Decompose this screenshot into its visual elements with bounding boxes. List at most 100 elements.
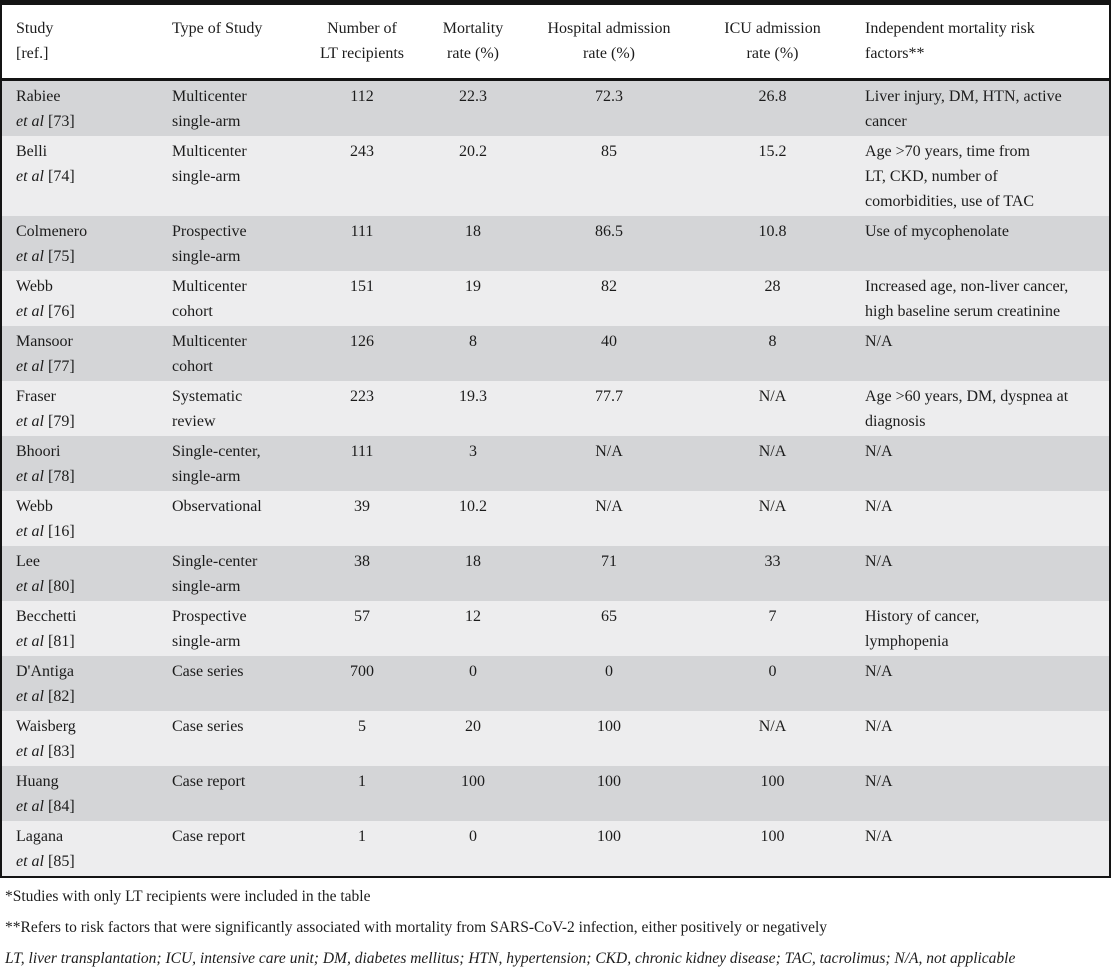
risk-factors-cell: N/A	[865, 443, 893, 460]
hospital-cell: 71	[601, 553, 617, 570]
recipients-cell: 111	[350, 443, 374, 460]
study-type-cell: Observational	[172, 498, 262, 515]
table-row: Webb et al [16] Observational 39 10.2 N/…	[2, 491, 1109, 546]
study-type-cell: Single-center, single-arm	[172, 443, 261, 485]
study-cell: Huang et al [84]	[2, 766, 158, 821]
hospital-cell: 100	[597, 718, 621, 735]
table-header-row: Study [ref.] Type of Study Number of LT …	[2, 5, 1109, 81]
mortality-cell: 19.3	[459, 388, 487, 405]
lt-studies-table: Study [ref.] Type of Study Number of LT …	[2, 5, 1109, 876]
hospital-cell: 85	[601, 143, 617, 160]
study-type-cell: Case report	[172, 828, 246, 845]
header-hospital-admission-rate: Hospital admission rate (%)	[523, 5, 695, 81]
recipients-cell: 38	[354, 553, 370, 570]
study-ref: et al [81]	[16, 629, 152, 654]
table-footnotes: *Studies with only LT recipients were in…	[0, 878, 1111, 969]
ref-number: [84]	[48, 798, 75, 815]
ref-number: [81]	[48, 633, 75, 650]
icu-cell: 100	[760, 773, 785, 790]
study-cell: Becchetti et al [81]	[2, 601, 158, 656]
study-type-cell: Systematic review	[172, 388, 243, 430]
mortality-cell: 0	[469, 828, 477, 845]
ref-number: [83]	[48, 743, 75, 760]
risk-factors-cell: N/A	[865, 828, 893, 845]
icu-cell: 10.8	[758, 223, 787, 240]
study-cell: Mansoor et al [77]	[2, 326, 158, 381]
hospital-cell: N/A	[595, 498, 623, 515]
ref-number: [75]	[48, 248, 75, 265]
study-type-cell: Case report	[172, 773, 246, 790]
study-ref: et al [79]	[16, 409, 152, 434]
study-ref: et al [84]	[16, 794, 152, 819]
header-mortality-rate: Mortality rate (%)	[423, 5, 523, 81]
icu-cell: N/A	[758, 498, 787, 515]
hospital-cell: 86.5	[595, 223, 623, 240]
mortality-cell: 3	[469, 443, 477, 460]
mortality-cell: 19	[465, 278, 481, 295]
table-row: Huang et al [84] Case report 1 100 100 1…	[2, 766, 1109, 821]
study-cell: Webb et al [16]	[2, 491, 158, 546]
et-al: et al	[16, 468, 44, 485]
risk-factors-cell: N/A	[865, 333, 893, 350]
ref-number: [78]	[48, 468, 75, 485]
study-name: Mansoor	[16, 333, 73, 350]
study-cell: Fraser et al [79]	[2, 381, 158, 436]
recipients-cell: 1	[358, 828, 366, 845]
header-icu-admission-rate: ICU admission rate (%)	[695, 5, 850, 81]
icu-cell: 8	[768, 333, 777, 350]
footnote-inclusion: *Studies with only LT recipients were in…	[5, 888, 371, 905]
risk-factors-cell: Increased age, non-liver cancer, high ba…	[865, 278, 1069, 320]
study-cell: D'Antiga et al [82]	[2, 656, 158, 711]
risk-factors-cell: Age >60 years, DM, dyspnea at diagnosis	[865, 388, 1069, 430]
hospital-cell: 82	[601, 278, 617, 295]
study-name: Colmenero	[16, 223, 88, 240]
et-al: et al	[16, 413, 44, 430]
study-name: D'Antiga	[16, 663, 74, 680]
risk-factors-cell: N/A	[865, 773, 893, 790]
hospital-cell: 77.7	[595, 388, 623, 405]
table-row: Lagana et al [85] Case report 1 0 100 10…	[2, 821, 1109, 876]
study-name: Lee	[16, 553, 40, 570]
mortality-cell: 12	[465, 608, 481, 625]
mortality-cell: 22.3	[459, 88, 487, 105]
study-type-cell: Case series	[172, 663, 244, 680]
study-type-cell: Multicenter single-arm	[172, 143, 247, 185]
study-cell: Belli et al [74]	[2, 136, 158, 216]
header-number-of-recipients: Number of LT recipients	[301, 5, 423, 81]
mortality-cell: 20.2	[459, 143, 487, 160]
footnote-risk-factors: **Refers to risk factors that were signi…	[5, 919, 828, 936]
table-row: Lee et al [80] Single-center single-arm …	[2, 546, 1109, 601]
study-ref: et al [75]	[16, 244, 152, 269]
study-type-cell: Multicenter single-arm	[172, 88, 247, 130]
study-type-cell: Multicenter cohort	[172, 278, 247, 320]
table-row: Webb et al [76] Multicenter cohort 151 1…	[2, 271, 1109, 326]
risk-factors-cell: N/A	[865, 498, 893, 515]
recipients-cell: 243	[350, 143, 374, 160]
ref-number: [77]	[48, 358, 75, 375]
study-ref: et al [76]	[16, 299, 152, 324]
hospital-cell: N/A	[595, 443, 623, 460]
recipients-cell: 112	[350, 88, 374, 105]
study-type-cell: Prospective single-arm	[172, 608, 247, 650]
icu-cell: N/A	[758, 443, 787, 460]
study-ref: et al [80]	[16, 574, 152, 599]
risk-factors-cell: N/A	[865, 663, 893, 680]
study-cell: Colmenero et al [75]	[2, 216, 158, 271]
table-row: Rabiee et al [73] Multicenter single-arm…	[2, 79, 1109, 136]
study-name: Webb	[16, 498, 53, 515]
header-study: Study [ref.]	[2, 5, 158, 81]
study-cell: Waisberg et al [83]	[2, 711, 158, 766]
et-al: et al	[16, 303, 44, 320]
icu-cell: 0	[768, 663, 777, 680]
table-row: Becchetti et al [81] Prospective single-…	[2, 601, 1109, 656]
recipients-cell: 126	[350, 333, 374, 350]
footnote-abbreviations: LT, liver transplantation; ICU, intensiv…	[5, 950, 1016, 967]
ref-number: [73]	[48, 113, 75, 130]
header-type-of-study: Type of Study	[158, 5, 301, 81]
icu-cell: 28	[764, 278, 781, 295]
study-ref: et al [77]	[16, 354, 152, 379]
study-name: Huang	[16, 773, 59, 790]
mortality-cell: 0	[469, 663, 477, 680]
hospital-cell: 40	[601, 333, 617, 350]
